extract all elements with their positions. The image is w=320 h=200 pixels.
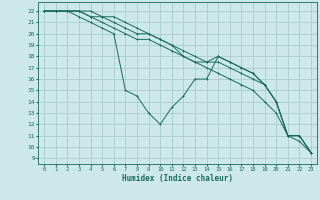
- X-axis label: Humidex (Indice chaleur): Humidex (Indice chaleur): [122, 174, 233, 183]
